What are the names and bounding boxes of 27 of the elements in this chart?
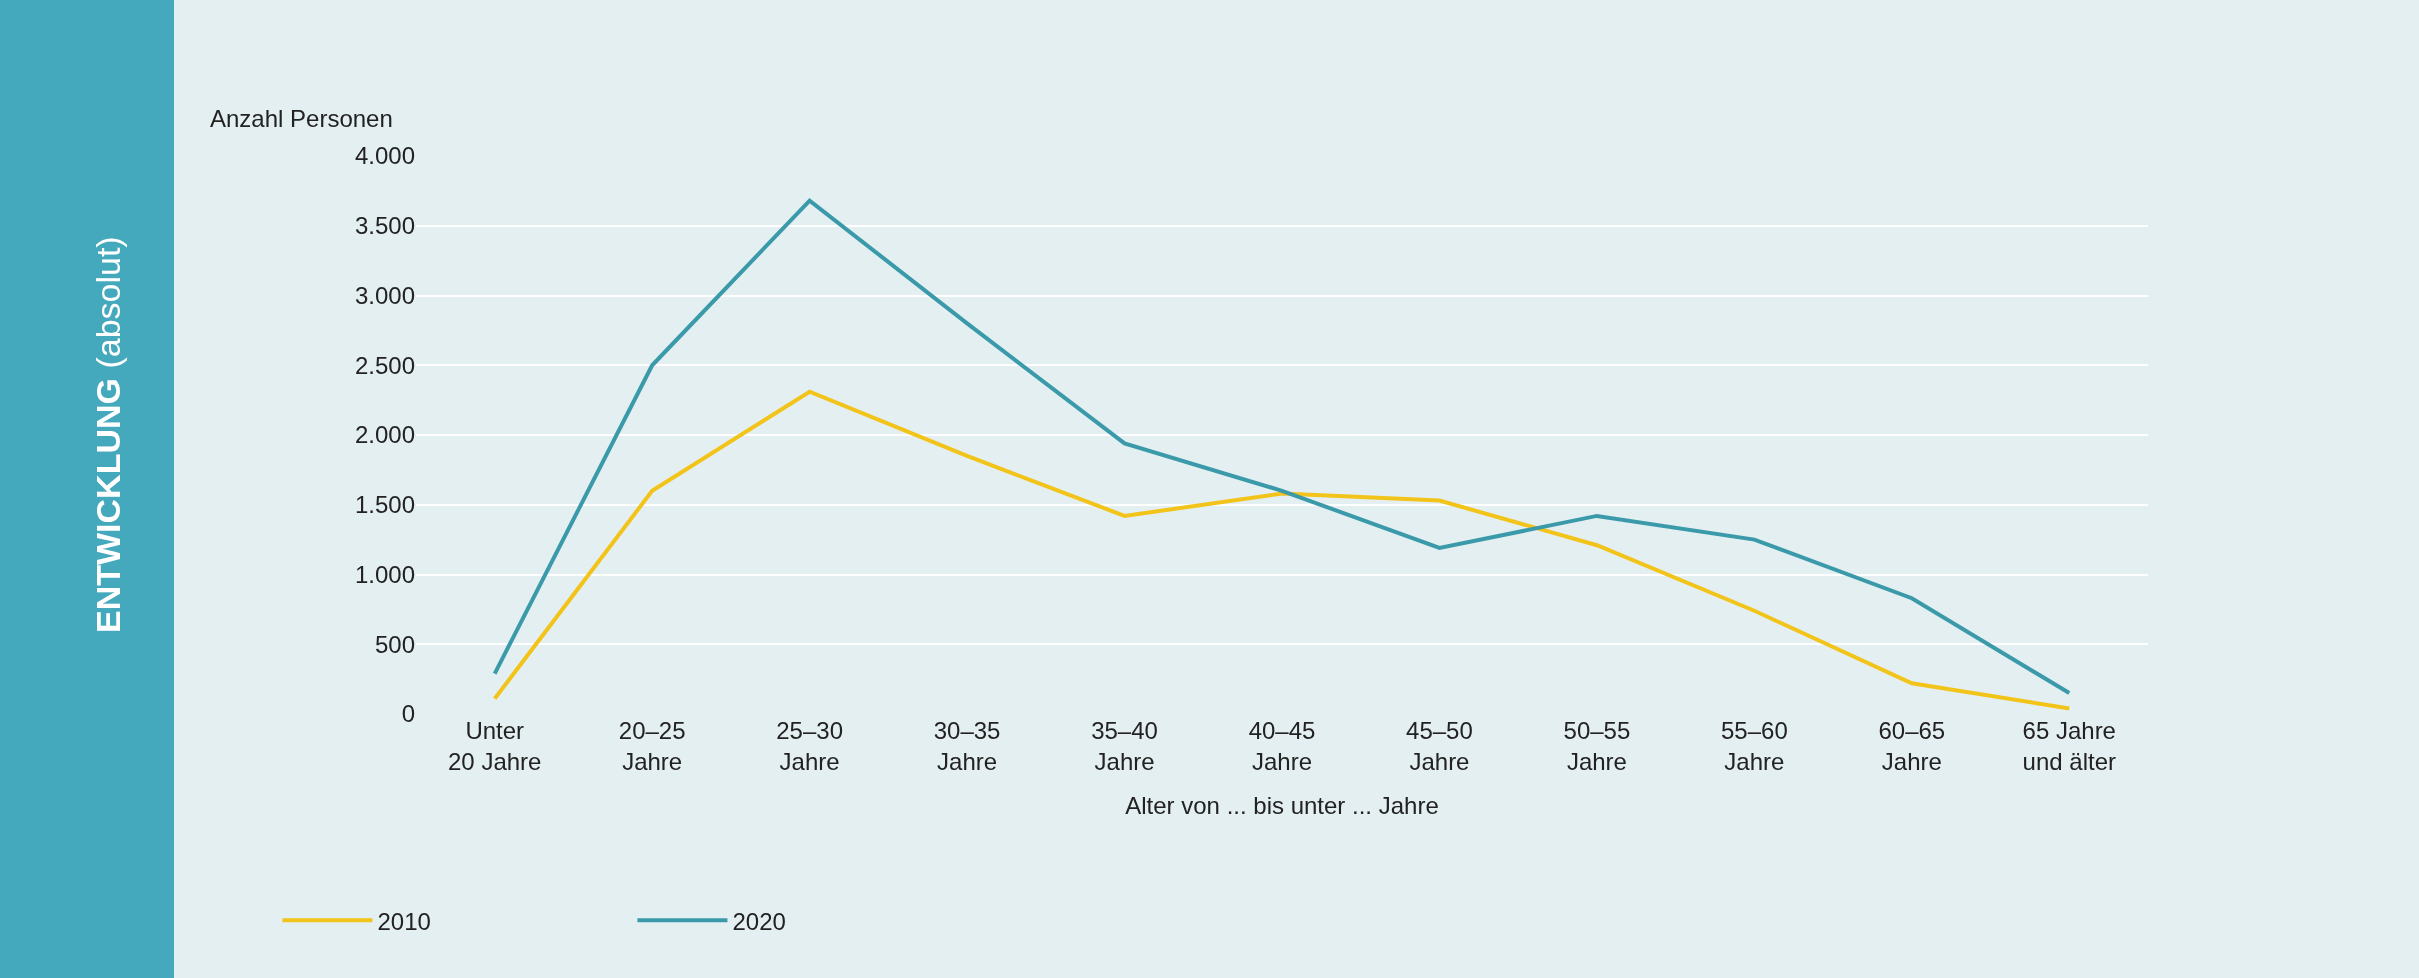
- x-tick-label: 40–45 Jahre: [1248, 717, 1316, 776]
- line-series: [492, 198, 2072, 696]
- y-tick-label: 3.500: [354, 212, 415, 240]
- legend-label: 2020: [732, 907, 786, 935]
- x-tick-label: 25–30 Jahre: [776, 717, 844, 776]
- y-tick-label: 0: [401, 700, 415, 728]
- line-series: [492, 389, 2072, 711]
- y-axis-title: Anzahl Personen: [210, 105, 393, 132]
- y-tick-label: 3.000: [354, 281, 415, 309]
- x-tick-label: 55–60 Jahre: [1720, 717, 1788, 776]
- x-tick-label: 20–25 Jahre: [618, 717, 686, 776]
- x-tick-label: 30–35 Jahre: [933, 717, 1001, 776]
- y-tick-label: 2.000: [354, 421, 415, 449]
- x-tick-label: 45–50 Jahre: [1406, 717, 1473, 776]
- x-tick-label: 65 Jahre und älter: [2022, 717, 2116, 776]
- y-tick-label: 2.500: [354, 351, 415, 379]
- y-tick-label: 1.500: [354, 491, 415, 519]
- x-tick-label: Unter 20 Jahre: [448, 717, 542, 776]
- y-tick-label: 4.000: [354, 142, 415, 170]
- text: ENTWICKLUNG (absolut): [89, 236, 127, 633]
- y-tick-label: 1.000: [354, 560, 415, 588]
- y-tick-label: 500: [374, 630, 415, 658]
- legend-label: 2010: [377, 907, 431, 935]
- x-axis-title: Alter von ... bis unter ... Jahre: [1125, 791, 1439, 819]
- x-tick-label: 50–55 Jahre: [1563, 717, 1631, 776]
- x-tick-label: 35–40 Jahre: [1091, 717, 1158, 776]
- x-tick-label: 60–65 Jahre: [1878, 717, 1946, 776]
